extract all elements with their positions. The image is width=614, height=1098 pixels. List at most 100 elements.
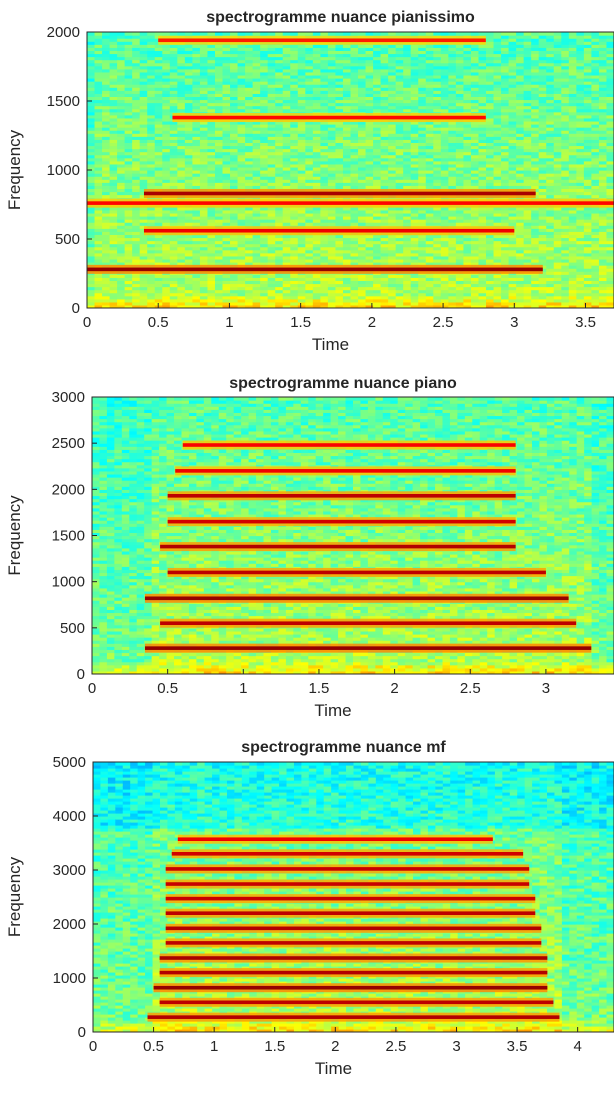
spectrogram-cell bbox=[222, 139, 231, 143]
spectrogram-cell bbox=[448, 249, 457, 254]
spectrogram-cell bbox=[214, 62, 224, 67]
spectrogram-cell bbox=[214, 301, 224, 306]
spectrogram-cell bbox=[102, 142, 111, 147]
spectrogram-cell bbox=[358, 157, 367, 162]
spectrogram-cell bbox=[290, 166, 299, 171]
spectrogram-cell bbox=[440, 157, 449, 162]
spectrogram-cell bbox=[448, 179, 457, 183]
spectrogram-cell bbox=[154, 53, 163, 58]
spectrogram-cell bbox=[214, 154, 224, 159]
spectrogram-cell bbox=[124, 47, 133, 51]
spectrogram-cell bbox=[169, 142, 178, 147]
spectrogram-cell bbox=[154, 87, 163, 91]
spectrogram-cell bbox=[433, 304, 442, 308]
spectrogram-cell bbox=[94, 234, 103, 239]
spectrogram-cell bbox=[493, 62, 502, 67]
spectrogram-cell bbox=[252, 56, 261, 61]
spectrogram-cell bbox=[162, 71, 171, 76]
spectrogram-cell bbox=[117, 166, 126, 171]
spectrogram-cell bbox=[297, 74, 306, 79]
spectrogram-cell bbox=[403, 145, 412, 150]
spectrogram-cell bbox=[184, 68, 193, 73]
spectrogram-cell bbox=[139, 130, 148, 134]
spectrogram-cell bbox=[342, 240, 352, 245]
spectrogram-cell bbox=[132, 298, 141, 303]
spectrogram-cell bbox=[245, 249, 254, 254]
spectrogram-cell bbox=[327, 176, 337, 180]
spectrogram-cell bbox=[132, 304, 141, 308]
spectrogram-cell bbox=[463, 87, 472, 91]
spectrogram-cell bbox=[312, 160, 321, 165]
spectrogram-cell bbox=[139, 194, 148, 199]
spectrogram-cell bbox=[403, 212, 412, 217]
spectrogram-cell bbox=[282, 105, 291, 110]
spectrogram-cell bbox=[275, 166, 284, 171]
spectrogram-cell bbox=[260, 84, 269, 88]
spectrogram-cell bbox=[350, 179, 359, 183]
spectrogram-cell bbox=[87, 262, 96, 266]
spectrogram-cell bbox=[275, 44, 284, 48]
spectrogram-cell bbox=[350, 262, 359, 266]
spectrogram-cell bbox=[222, 133, 231, 137]
spectrogram-cell bbox=[192, 304, 201, 308]
spectrogram-cell bbox=[320, 84, 329, 88]
spectrogram-cell bbox=[380, 216, 389, 220]
spectrogram-cell bbox=[373, 216, 382, 220]
spectrogram-cell bbox=[139, 252, 148, 257]
spectrogram-cell bbox=[132, 258, 141, 263]
spectrogram-cell bbox=[342, 173, 352, 177]
spectrogram-cell bbox=[162, 53, 171, 58]
spectrogram-cell bbox=[478, 78, 487, 82]
spectrogram-cell bbox=[418, 182, 427, 186]
spectrogram-cell bbox=[109, 234, 118, 239]
spectrogram-cell bbox=[282, 219, 291, 223]
spectrogram-cell bbox=[478, 286, 487, 291]
spectrogram-cell bbox=[493, 240, 502, 245]
spectrogram-cell bbox=[440, 301, 449, 306]
spectrogram-cell bbox=[433, 182, 442, 186]
spectrogram-cell bbox=[395, 139, 404, 143]
spectrogram-cell bbox=[448, 56, 457, 61]
spectrogram-cell bbox=[418, 292, 427, 297]
spectrogram-cell bbox=[267, 136, 276, 140]
spectrogram-cell bbox=[448, 182, 457, 186]
spectrogram-cell bbox=[290, 151, 299, 156]
spectrogram-cell bbox=[124, 130, 133, 134]
spectrogram-cell bbox=[403, 219, 412, 223]
spectrogram-cell bbox=[486, 47, 495, 51]
spectrogram-cell bbox=[403, 65, 412, 70]
spectrogram-cell bbox=[245, 145, 254, 150]
spectrogram-cell bbox=[486, 274, 495, 278]
spectrogram-cell bbox=[139, 68, 148, 73]
spectrogram-cell bbox=[267, 222, 276, 226]
spectrogram-cell bbox=[425, 127, 434, 131]
spectrogram-cell bbox=[282, 222, 291, 226]
spectrogram-cell bbox=[403, 277, 412, 281]
spectrogram-cell bbox=[177, 148, 186, 153]
spectrogram-cell bbox=[395, 127, 404, 131]
spectrogram-cell bbox=[245, 151, 254, 156]
spectrogram-cell bbox=[327, 240, 337, 245]
spectrogram-cell bbox=[418, 62, 427, 67]
spectrogram-cell bbox=[327, 108, 337, 113]
spectrogram-cell bbox=[117, 120, 126, 125]
spectrogram-cell bbox=[147, 258, 156, 263]
spectrogram-cell bbox=[463, 50, 472, 55]
spectrogram-cell bbox=[320, 96, 329, 101]
spectrogram-cell bbox=[124, 127, 133, 131]
spectrogram-cell bbox=[335, 163, 344, 168]
spectrogram-cell bbox=[327, 212, 337, 217]
spectrogram-cell bbox=[395, 246, 404, 251]
spectrogram-cell bbox=[320, 139, 329, 143]
spectrogram-cell bbox=[342, 127, 352, 131]
spectrogram-cell bbox=[327, 216, 337, 220]
spectrogram-cell bbox=[282, 262, 291, 266]
spectrogram-cell bbox=[275, 246, 284, 251]
spectrogram-cell bbox=[184, 301, 193, 306]
spectrogram-cell bbox=[117, 231, 126, 235]
spectrogram-cell bbox=[199, 65, 209, 70]
spectrogram-cell bbox=[290, 99, 299, 104]
spectrogram-cell bbox=[327, 93, 337, 97]
spectrogram-cell bbox=[395, 212, 404, 217]
spectrogram-cell bbox=[102, 166, 111, 171]
